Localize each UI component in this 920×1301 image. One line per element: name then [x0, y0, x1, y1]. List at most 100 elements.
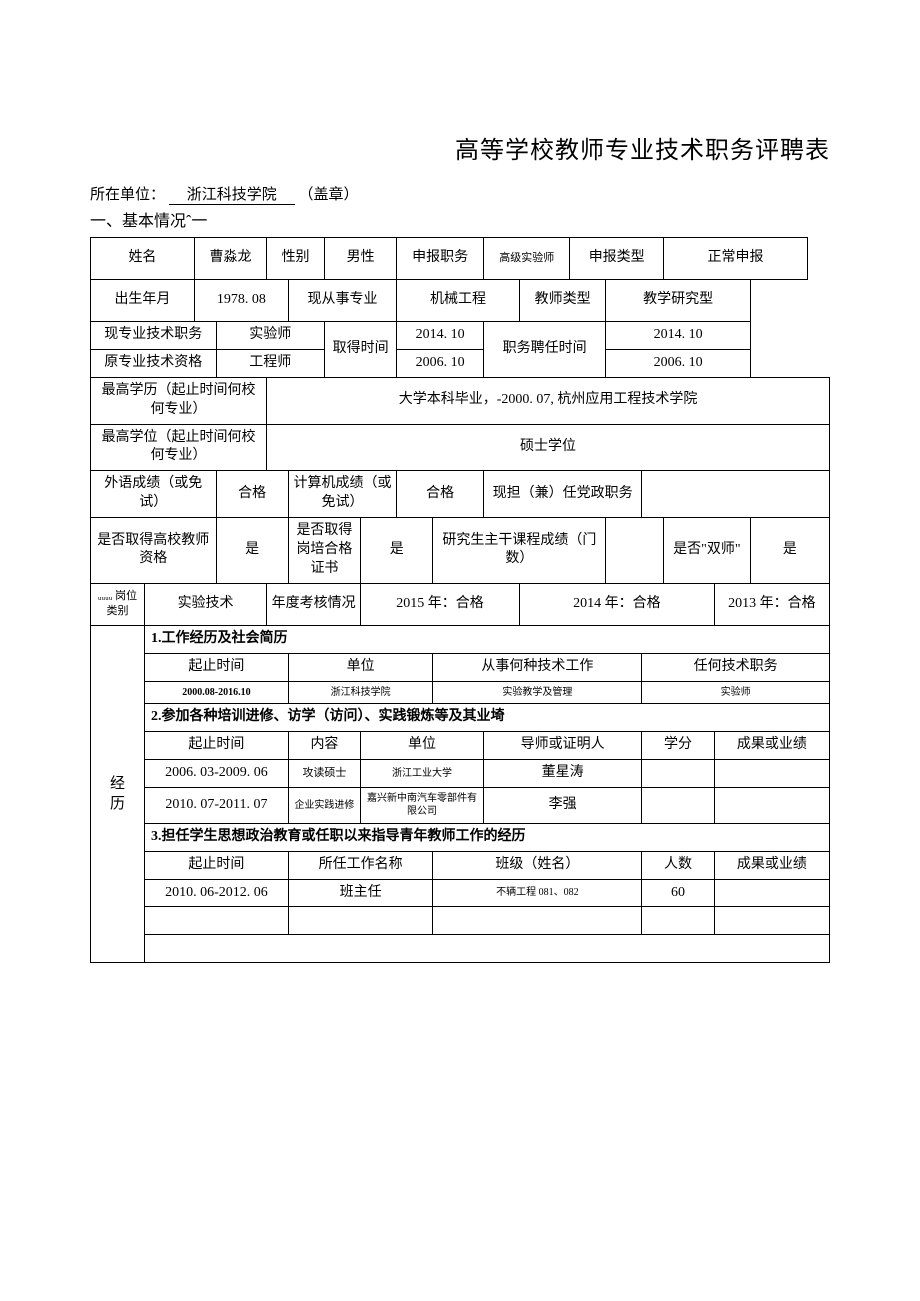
s3-col2: 班级（姓名） [433, 851, 642, 879]
s1-r0c0: 2000.08-2016.10 [145, 681, 289, 704]
exp-vert-label: 经 历 [91, 625, 145, 963]
lbl-name: 姓名 [91, 238, 195, 280]
val-lang: 合格 [216, 471, 288, 518]
s1-r0c1: 浙江科技学院 [288, 681, 433, 704]
stamp-note: （盖章） [299, 187, 359, 203]
section1-heading: 一、基本情况ˆ一 [90, 207, 830, 231]
s1-col3: 任何技术职务 [642, 653, 830, 681]
lbl-postcat: ᵤᵤᵤᵤ 岗位类别 [91, 583, 145, 625]
s2-r1c3: 李强 [483, 787, 641, 823]
lbl-edu: 最高学历（起止时间何校何专业） [91, 377, 267, 424]
lbl-dual: 是否"双师" [663, 518, 750, 584]
s3-col1: 所任工作名称 [288, 851, 433, 879]
s3-r0c4 [714, 879, 829, 907]
lbl-birth: 出生年月 [91, 280, 195, 322]
s2-r1c4 [642, 787, 715, 823]
val-name: 曹淼龙 [194, 238, 266, 280]
lbl-prevqual: 原专业技术资格 [91, 349, 217, 377]
s3-r0c0: 2010. 06-2012. 06 [145, 879, 289, 907]
s3-r1c3 [642, 907, 715, 935]
lbl-degree: 最高学位（起止时间何校何专业） [91, 424, 267, 471]
val-edu: 大学本科毕业，-2000. 07, 杭州应用工程技术学院 [267, 377, 830, 424]
unit-label: 所在单位： [90, 187, 165, 203]
lbl-apply-type: 申报类型 [570, 238, 663, 280]
s2-col5: 成果或业绩 [714, 731, 829, 759]
lbl-annual: 年度考核情况 [267, 583, 361, 625]
s2-r1c1: 企业实践进修 [288, 787, 360, 823]
unit-value: 浙江科技学院 [169, 183, 295, 205]
s1-r0c3: 实验师 [642, 681, 830, 704]
s3-r1c4 [714, 907, 829, 935]
s3-r0c2: 不辆工程 081、082 [433, 879, 642, 907]
val-gradcourse [606, 518, 664, 584]
s2-r0c3: 董星涛 [483, 759, 641, 787]
val-curappoint: 2014. 10 [606, 322, 750, 350]
val-prevtime: 2006. 10 [397, 349, 484, 377]
s3-r0c3: 60 [642, 879, 715, 907]
s1-col0: 起止时间 [145, 653, 289, 681]
lbl-ttype: 教师类型 [519, 280, 605, 322]
s1-col1: 单位 [288, 653, 433, 681]
val-dual: 是 [750, 518, 829, 584]
val-birth: 1978. 08 [194, 280, 288, 322]
val-curtime: 2014. 10 [397, 322, 484, 350]
exp-sec1-title: 1.工作经历及社会简历 [145, 625, 830, 653]
s2-col3: 导师或证明人 [483, 731, 641, 759]
val-prevappoint: 2006. 10 [606, 349, 750, 377]
s2-r0c1: 攻读硕士 [288, 759, 360, 787]
exp-sec2-title: 2.参加各种培训进修、访学（访问）、实践锻炼等及其业埼 [145, 704, 830, 732]
val-2015: 2015 年：合格 [361, 583, 520, 625]
lbl-gender: 性别 [267, 238, 325, 280]
s1-r0c2: 实验教学及管理 [433, 681, 642, 704]
s3-col4: 成果或业绩 [714, 851, 829, 879]
lbl-postcert: 是否取得岗培合格证书 [288, 518, 360, 584]
s2-r1c5 [714, 787, 829, 823]
lbl-gradcourse: 研究生主干课程成绩（门数） [433, 518, 606, 584]
val-postcat: 实验技术 [145, 583, 267, 625]
val-teachcert: 是 [216, 518, 288, 584]
exp-sec3-title: 3.担任学生思想政治教育或任职以来指导青年教师工作的经历 [145, 823, 830, 851]
s2-r0c2: 浙江工业大学 [361, 759, 484, 787]
val-party [642, 471, 830, 518]
s2-r0c4 [642, 759, 715, 787]
val-ttype: 教学研究型 [606, 280, 750, 322]
exp-padding [145, 935, 830, 963]
s2-r1c2: 嘉兴新中南汽车零部件有限公司 [361, 787, 484, 823]
s2-col1: 内容 [288, 731, 360, 759]
s2-col2: 单位 [361, 731, 484, 759]
s3-col0: 起止时间 [145, 851, 289, 879]
lbl-teachcert: 是否取得高校教师资格 [91, 518, 217, 584]
lbl-appoint: 职务聘任时间 [483, 322, 605, 378]
val-curtitle: 实验师 [216, 322, 325, 350]
s3-r1c1 [288, 907, 433, 935]
lbl-obtain: 取得时间 [325, 322, 397, 378]
val-apply-pos: 高级实验师 [483, 238, 569, 280]
val-comp: 合格 [397, 471, 484, 518]
val-curmajor: 机械工程 [397, 280, 520, 322]
s2-col0: 起止时间 [145, 731, 289, 759]
lbl-party: 现担（兼）任党政职务 [483, 471, 641, 518]
s2-r0c0: 2006. 03-2009. 06 [145, 759, 289, 787]
s3-col3: 人数 [642, 851, 715, 879]
main-table: 姓名 曹淼龙 性别 男性 申报职务 高级实验师 申报类型 正常申报 出生年月 1… [90, 237, 830, 963]
lbl-comp: 计算机成绩（或免试） [288, 471, 396, 518]
s3-r1c0 [145, 907, 289, 935]
lbl-lang: 外语成绩（或免试） [91, 471, 217, 518]
val-gender: 男性 [325, 238, 397, 280]
lbl-apply-pos: 申报职务 [397, 238, 484, 280]
s3-r1c2 [433, 907, 642, 935]
val-prevqual: 工程师 [216, 349, 325, 377]
s1-col2: 从事何种技术工作 [433, 653, 642, 681]
page-title: 高等学校教师专业技术职务评聘表 [90, 130, 830, 165]
val-apply-type: 正常申报 [663, 238, 807, 280]
s3-r0c1: 班主任 [288, 879, 433, 907]
val-2013: 2013 年：合格 [714, 583, 829, 625]
lbl-curmajor: 现从事专业 [288, 280, 396, 322]
val-postcert: 是 [361, 518, 433, 584]
s2-r1c0: 2010. 07-2011. 07 [145, 787, 289, 823]
s2-col4: 学分 [642, 731, 715, 759]
val-2014: 2014 年：合格 [519, 583, 714, 625]
lbl-curtitle: 现专业技术职务 [91, 322, 217, 350]
unit-line: 所在单位： 浙江科技学院 （盖章） [90, 183, 830, 205]
s2-r0c5 [714, 759, 829, 787]
